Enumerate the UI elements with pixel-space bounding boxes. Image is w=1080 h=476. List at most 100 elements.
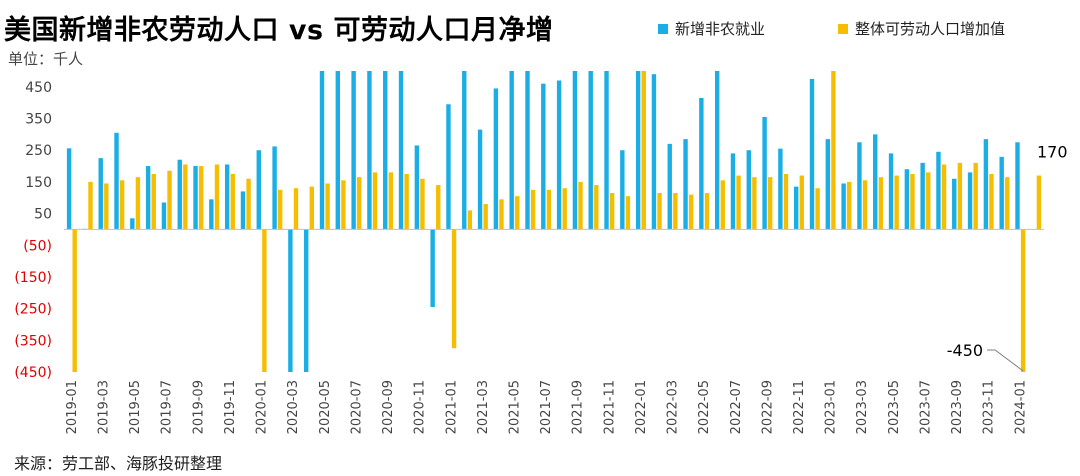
bar-employment-2023-09	[952, 178, 957, 230]
bar-employment-2020-07	[351, 71, 356, 230]
bar-labor-force-2022-12	[815, 188, 820, 230]
bar-labor-force-2019-10	[214, 164, 220, 230]
source-note: 来源：劳工部、海豚投研整理	[14, 454, 223, 473]
bar-labor-force-2020-08	[372, 172, 378, 230]
x-tick-label: 2020-07	[349, 380, 364, 434]
bar-labor-force-2020-03	[293, 188, 299, 230]
x-tick-label: 2020-09	[381, 380, 396, 434]
bar-labor-force-2019-05	[135, 177, 141, 230]
bar-labor-force-2021-03	[483, 204, 488, 230]
bar-employment-2023-08	[936, 151, 941, 230]
x-tick-label: 2019-01	[65, 380, 80, 434]
x-tick-label: 2019-09	[191, 380, 206, 434]
bar-employment-2019-07	[161, 202, 167, 230]
bar-labor-force-2021-01	[451, 229, 457, 349]
bar-labor-force-2021-05	[515, 196, 520, 230]
bar-labor-force-2022-02	[657, 192, 662, 230]
bar-employment-2020-12	[430, 229, 435, 308]
unit-label: 单位：千人	[8, 50, 84, 68]
x-tick-label: 2020-05	[318, 380, 333, 434]
bar-labor-force-2019-02	[88, 181, 93, 230]
chart-title: 美国新增非农劳动人口 vs 可劳动人口月净增	[4, 15, 554, 46]
y-tick-label: (350)	[14, 333, 52, 349]
bar-employment-2021-12	[620, 150, 625, 230]
bar-labor-force-2019-06	[151, 173, 156, 230]
bar-labor-force-2021-09	[578, 181, 583, 230]
legend-item-labor-force: 整体可劳动人口增加值	[838, 18, 1005, 39]
bar-employment-2021-08	[556, 80, 562, 230]
x-tick-label: 2022-05	[697, 380, 712, 434]
bar-labor-force-2022-06	[720, 180, 725, 230]
bar-labor-force-2020-10	[404, 173, 409, 230]
data-label-labor-force-min: -450	[947, 341, 983, 360]
bar-employment-2021-03	[477, 129, 483, 230]
x-tick-label: 2023-01	[824, 380, 839, 434]
bar-employment-2023-02	[841, 183, 846, 230]
bar-labor-force-2023-07	[926, 172, 931, 230]
bar-employment-2021-04	[493, 88, 499, 230]
bar-labor-force-2020-05	[325, 183, 330, 230]
bar-labor-force-2024-02	[1036, 175, 1042, 230]
bar-employment-2023-01	[825, 139, 831, 230]
x-tick-label: 2019-11	[223, 380, 238, 434]
x-tick-label: 2022-11	[792, 380, 807, 434]
bar-labor-force-2020-02	[277, 189, 283, 230]
bar-employment-2024-01	[1015, 142, 1020, 230]
bar-labor-force-2022-10	[783, 173, 789, 230]
x-tick-label: 2023-09	[950, 380, 965, 434]
bar-labor-force-2021-06	[530, 189, 536, 230]
x-tick-label: 2021-11	[602, 380, 617, 434]
x-tick-label: 2020-03	[286, 380, 301, 434]
bar-labor-force-2021-02	[467, 210, 473, 230]
legend-swatch-labor-force	[838, 23, 848, 34]
bar-labor-force-2022-04	[688, 194, 694, 230]
bar-employment-2022-09	[762, 116, 767, 230]
bar-labor-force-2019-04	[119, 180, 125, 230]
bar-labor-force-2022-03	[673, 192, 678, 230]
bar-employment-2023-12	[999, 156, 1004, 230]
bar-labor-force-2022-08	[752, 177, 757, 230]
bar-employment-2020-05	[319, 71, 325, 230]
x-tick-label: 2022-01	[634, 380, 649, 434]
bar-employment-2023-07	[920, 162, 925, 230]
bar-labor-force-2020-01	[262, 229, 267, 372]
bar-employment-2023-10	[967, 172, 973, 230]
bar-labor-force-2022-01	[641, 71, 646, 230]
bar-labor-force-2022-09	[767, 177, 773, 230]
bar-labor-force-2021-07	[546, 189, 552, 230]
legend-item-employment: 新增非农就业	[658, 18, 765, 39]
bar-labor-force-2023-09	[957, 162, 963, 230]
bar-labor-force-2023-04	[878, 177, 884, 230]
y-tick-label: 350	[25, 112, 52, 128]
bar-employment-2022-06	[714, 71, 720, 230]
bar-labor-force-2019-12	[246, 178, 251, 230]
bar-labor-force-2020-09	[388, 172, 394, 230]
legend-label-employment: 新增非农就业	[675, 20, 766, 38]
bar-labor-force-2020-06	[341, 180, 346, 230]
x-tick-label: 2020-11	[413, 380, 428, 434]
x-tick-label: 2023-03	[855, 380, 870, 434]
bar-employment-2022-11	[794, 186, 799, 230]
bar-labor-force-2023-08	[941, 164, 947, 230]
bar-employment-2020-11	[414, 145, 420, 230]
bar-employment-2022-01	[635, 71, 641, 230]
x-tick-label: 2020-01	[255, 380, 270, 434]
bar-employment-2021-07	[541, 83, 546, 230]
x-tick-label: 2023-11	[982, 380, 997, 434]
bar-employment-2021-09	[572, 71, 578, 230]
bar-employment-2022-07	[730, 153, 736, 230]
bar-employment-2020-03	[288, 229, 293, 372]
bar-labor-force-2020-04	[309, 186, 314, 230]
bar-labor-force-2022-07	[736, 175, 741, 230]
x-tick-label: 2021-01	[444, 380, 459, 434]
bar-employment-2019-01	[66, 148, 72, 230]
bar-labor-force-2021-08	[562, 188, 567, 230]
bar-employment-2020-06	[335, 71, 341, 230]
bar-labor-force-2024-01	[1020, 229, 1026, 372]
bar-employment-2019-04	[114, 132, 119, 230]
bar-labor-force-2019-01	[72, 229, 77, 372]
bar-labor-force-2023-11	[989, 173, 994, 230]
bar-employment-2022-10	[778, 148, 783, 230]
bar-employment-2023-06	[904, 169, 910, 230]
